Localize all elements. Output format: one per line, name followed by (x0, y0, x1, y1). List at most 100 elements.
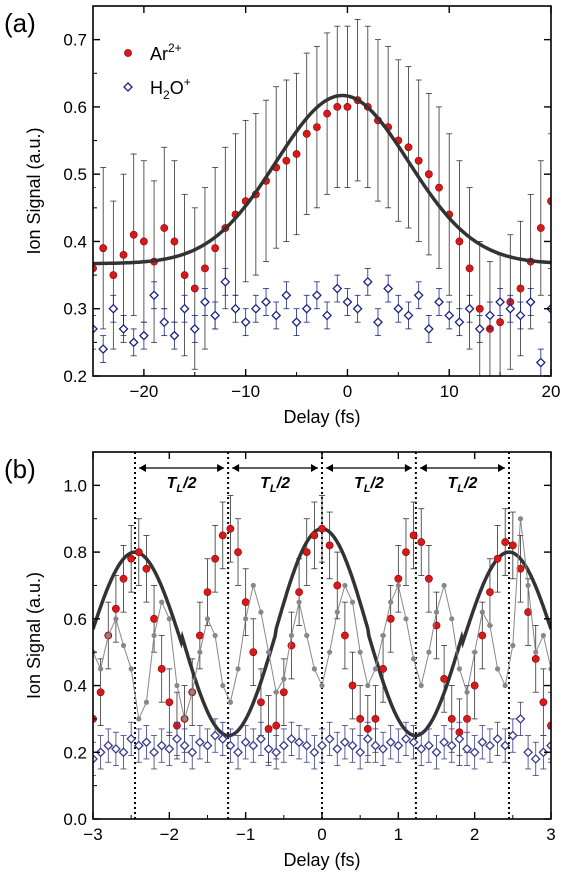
data-point (165, 698, 174, 707)
data-point (546, 740, 551, 751)
period-annotation: TL/2 (326, 464, 412, 495)
x-tick-label: 1 (394, 825, 403, 844)
data-point (281, 290, 292, 301)
data-point (279, 688, 288, 697)
data-point (477, 737, 488, 748)
data-point (281, 676, 287, 682)
data-point (170, 237, 179, 246)
data-point (547, 721, 551, 730)
data-point (494, 666, 501, 672)
data-point (118, 747, 129, 758)
data-point (439, 737, 450, 748)
data-point (403, 310, 414, 321)
data-point (355, 747, 366, 758)
y-tick-label: 0.6 (63, 98, 87, 117)
data-point (302, 548, 311, 556)
data-point (456, 666, 462, 672)
data-point (98, 666, 104, 672)
data-point (282, 156, 291, 165)
y-tick-label: 0.7 (63, 31, 87, 50)
data-point (157, 664, 166, 673)
data-point (434, 297, 444, 307)
data-point (464, 689, 470, 695)
data-point (533, 649, 539, 655)
data-point (487, 622, 493, 629)
x-tick-label: 2 (470, 825, 479, 844)
annotation-label-main: T (354, 475, 365, 492)
data-point (462, 744, 472, 754)
data-point (418, 682, 424, 689)
data-point (194, 737, 205, 748)
data-point (233, 747, 243, 758)
annotation-label-sub: L (176, 483, 183, 495)
data-point (538, 747, 549, 758)
data-point (535, 357, 546, 368)
data-point (404, 143, 413, 152)
data-point (128, 666, 134, 672)
legend-label-main: H (150, 78, 163, 98)
data-point (371, 715, 380, 723)
data-point (515, 310, 526, 321)
data-point (93, 754, 98, 764)
data-point (340, 631, 349, 640)
data-point (204, 616, 211, 622)
period-annotation: TL/2 (138, 464, 225, 495)
data-point (455, 237, 464, 246)
y-tick-label: 0.3 (63, 300, 87, 319)
data-point (164, 744, 175, 754)
data-point (324, 734, 335, 744)
data-point (413, 290, 424, 301)
data-point (496, 318, 505, 327)
data-point (454, 734, 465, 744)
data-point (311, 290, 322, 301)
data-point (143, 699, 150, 705)
y-axis-title: Ion Signal (a.u.) (24, 572, 44, 699)
data-point (258, 609, 264, 615)
data-point (203, 588, 212, 597)
data-point (202, 740, 213, 751)
data-point (479, 609, 485, 615)
data-point (310, 531, 319, 540)
legend-label-sup: 2+ (168, 41, 182, 55)
legend-label: Ar2+ (150, 41, 182, 64)
data-point (249, 648, 258, 657)
y-tick-label: 0.6 (63, 610, 87, 629)
legend-label-main: Ar (150, 44, 168, 64)
data-point (172, 734, 182, 744)
data-point (212, 632, 218, 639)
annotation-label: TL/2 (167, 475, 197, 495)
x-tick-label: −20 (129, 382, 158, 401)
annotation-label-suffix: /2 (463, 475, 477, 492)
x-tick-label: 10 (440, 382, 459, 401)
data-point (301, 740, 312, 751)
data-point (210, 310, 221, 321)
data-point (424, 170, 433, 179)
chart-panel-a: −20 −10 0 10 20 0.2 0.3 0.4 0.5 0.6 0.7 Delay (fs) I… (4, 5, 560, 427)
data-point (271, 747, 282, 758)
data-point (288, 632, 295, 639)
data-point (388, 599, 394, 605)
data-point (411, 656, 417, 662)
data-point (385, 737, 396, 748)
arrow-head-left (326, 464, 333, 472)
data-point (342, 297, 353, 307)
data-point (435, 183, 443, 192)
plot-area (93, 19, 551, 376)
data-point (195, 631, 204, 640)
data-point (409, 531, 418, 540)
y-tick-label: 0.5 (63, 165, 87, 184)
data-point (211, 244, 220, 253)
data-point (295, 588, 303, 597)
data-point (103, 740, 114, 751)
data-point (380, 632, 386, 639)
y-tick-label: 0.2 (63, 367, 87, 386)
arrow-head-right (311, 464, 318, 472)
data-point (356, 715, 365, 723)
data-point (141, 737, 152, 748)
data-point (120, 642, 127, 649)
data-point (327, 649, 333, 655)
data-point (383, 283, 394, 294)
arrow-head-left (138, 464, 146, 472)
data-point (352, 303, 363, 314)
data-point (189, 323, 200, 334)
